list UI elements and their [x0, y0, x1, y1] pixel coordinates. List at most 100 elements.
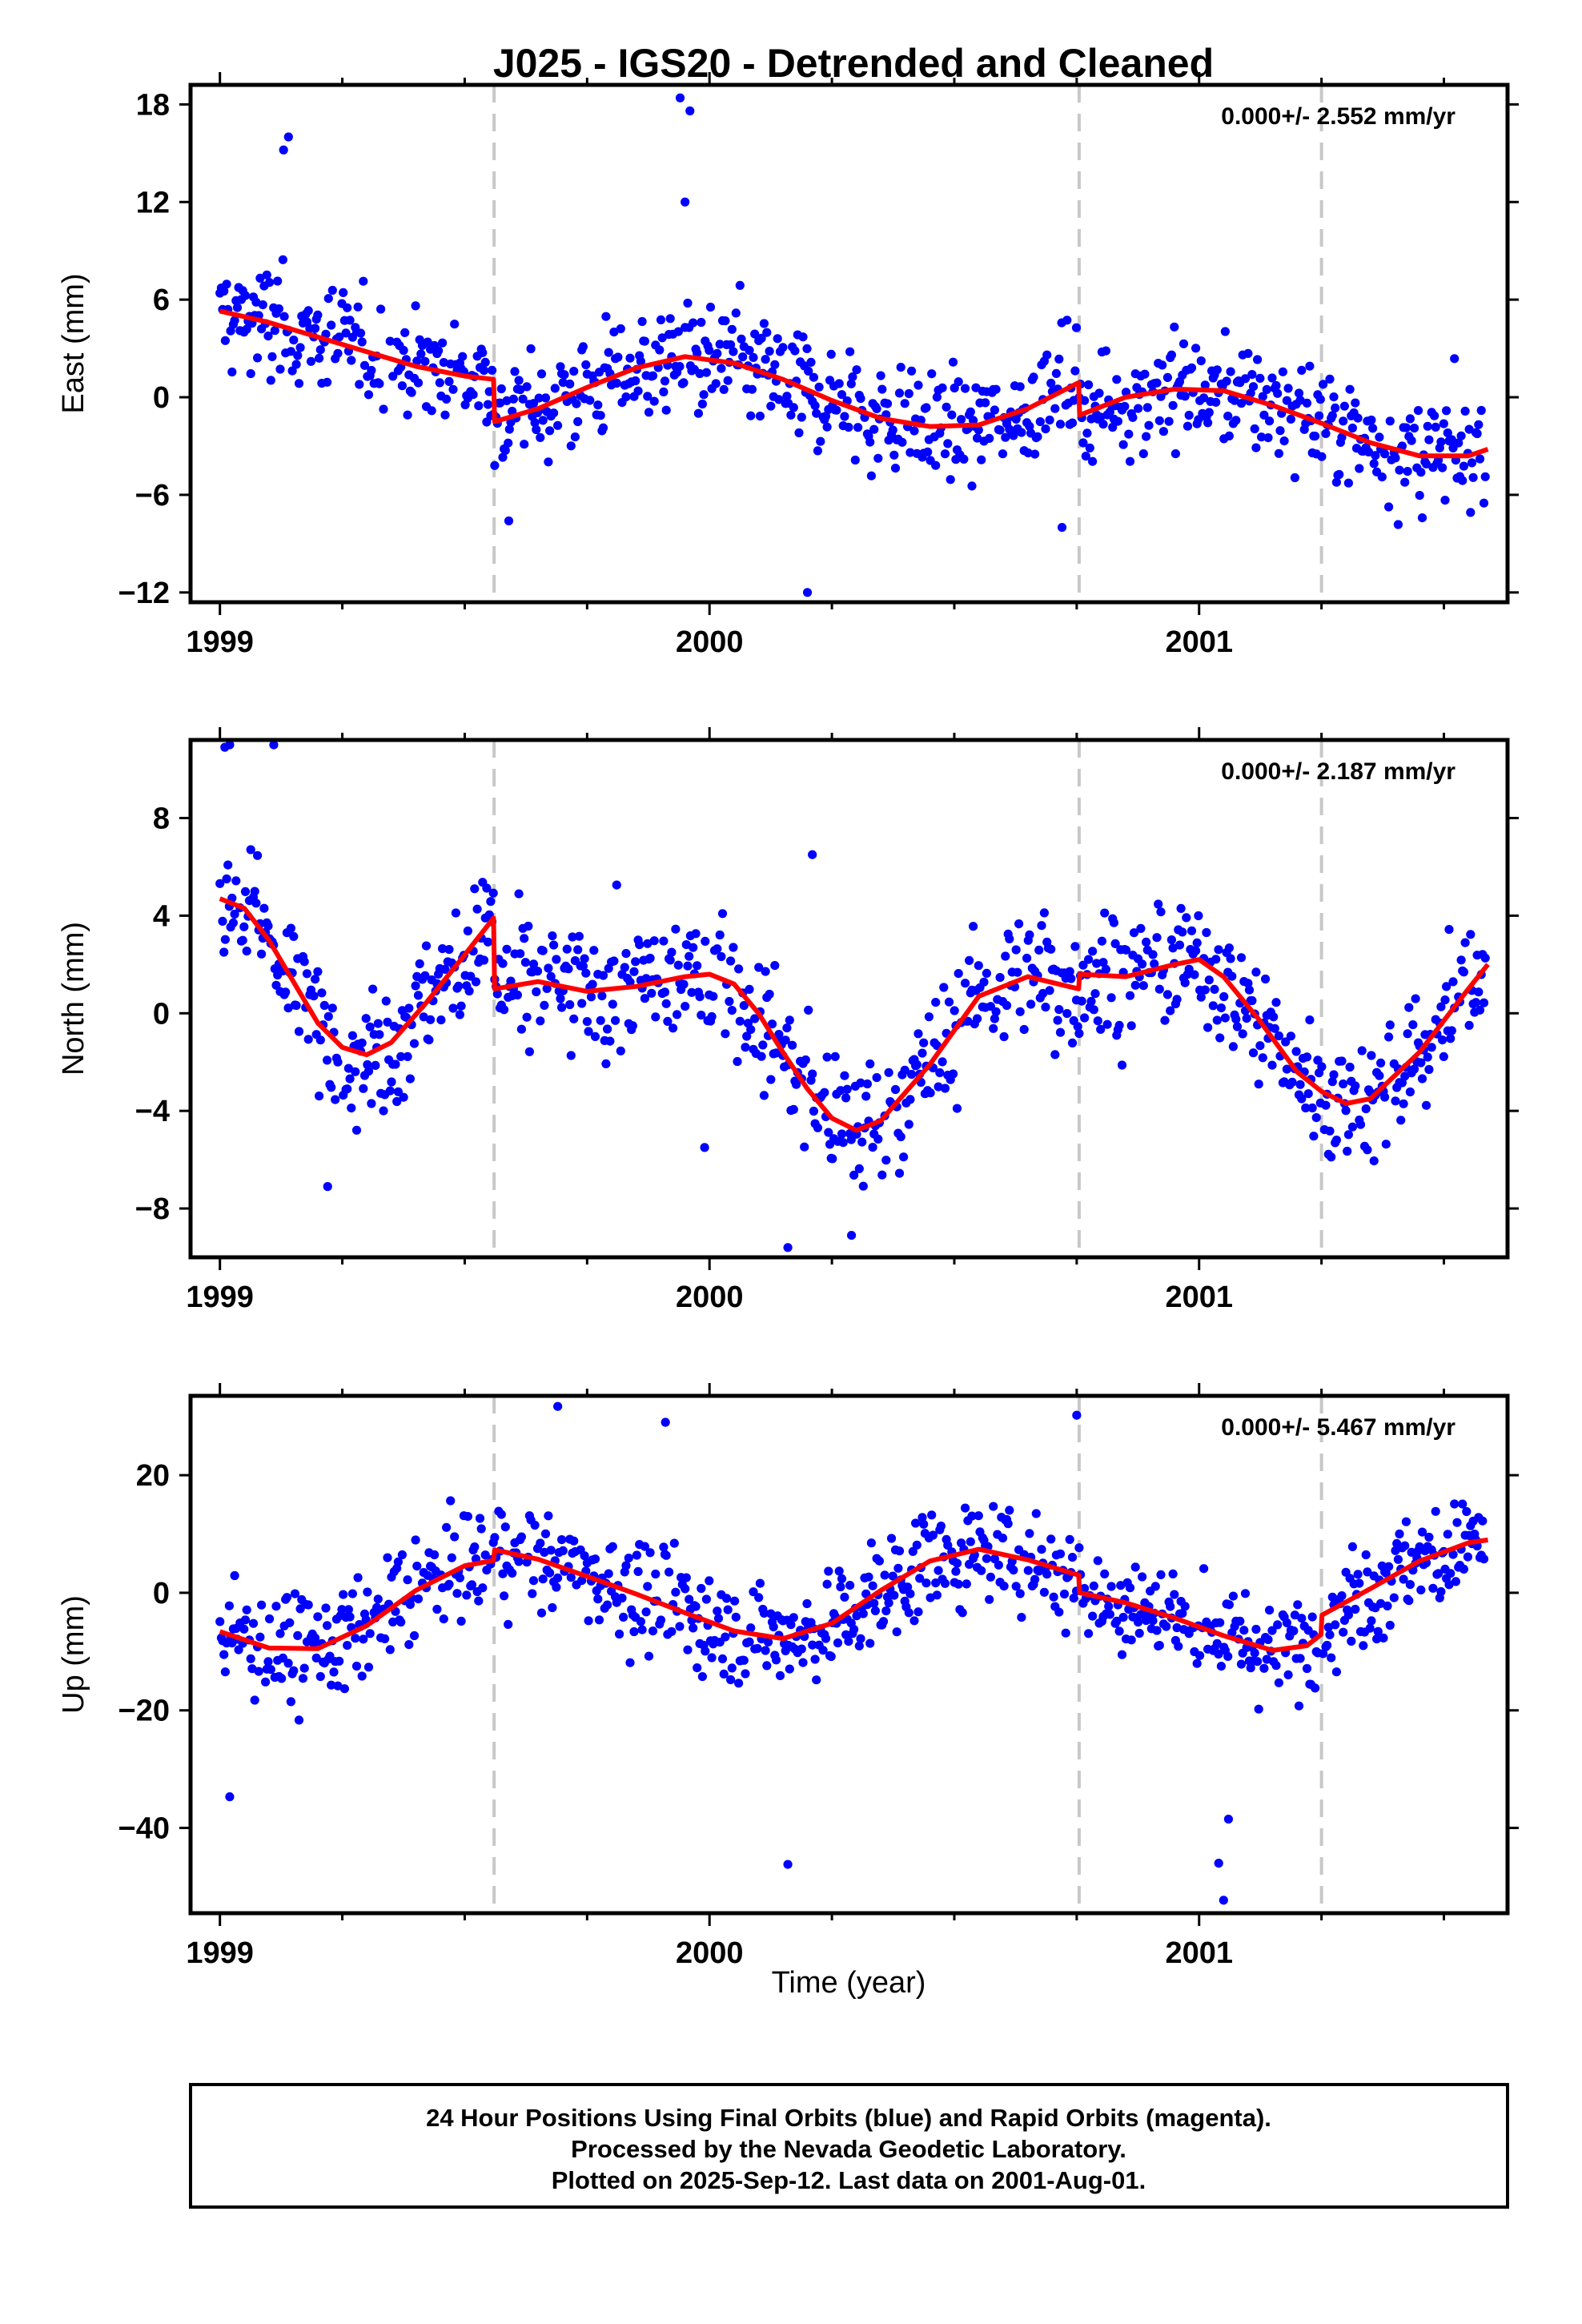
data-point — [584, 1027, 593, 1036]
data-point — [1015, 382, 1025, 392]
data-point — [758, 1040, 768, 1050]
data-point — [1373, 1626, 1383, 1636]
data-point — [940, 1084, 950, 1093]
data-point — [1112, 1616, 1122, 1626]
data-point — [478, 348, 488, 357]
data-point — [1431, 422, 1440, 432]
data-point — [962, 1579, 971, 1589]
data-point — [1327, 1077, 1337, 1087]
data-point — [713, 1614, 724, 1623]
data-point — [946, 475, 955, 485]
data-point — [1282, 396, 1291, 405]
data-point — [1045, 986, 1054, 995]
data-point — [711, 379, 721, 388]
data-point — [385, 1086, 395, 1096]
data-point — [490, 460, 500, 470]
data-point — [1093, 1556, 1102, 1566]
data-point — [549, 408, 559, 418]
data-point — [1203, 418, 1213, 428]
data-point — [612, 378, 621, 388]
data-point — [669, 1538, 679, 1548]
data-point — [1180, 392, 1190, 401]
data-point — [649, 396, 659, 406]
data-point — [311, 975, 320, 984]
data-point — [1475, 454, 1485, 464]
data-point — [1162, 1622, 1171, 1631]
model-curve — [219, 1537, 1488, 1653]
data-point — [870, 1606, 880, 1615]
data-point — [1023, 448, 1033, 458]
data-point — [1228, 1042, 1238, 1051]
data-point — [393, 1557, 403, 1566]
data-point — [1054, 354, 1064, 364]
data-point — [552, 955, 561, 964]
data-point — [1140, 369, 1150, 379]
data-point — [412, 356, 422, 366]
data-point — [1005, 934, 1014, 943]
data-point — [250, 1695, 259, 1705]
data-point — [1446, 1569, 1456, 1578]
data-point — [1192, 1659, 1202, 1668]
data-point — [1351, 398, 1360, 408]
data-point — [1385, 416, 1395, 426]
data-point — [1168, 1569, 1178, 1578]
data-point — [504, 516, 514, 526]
data-point — [966, 407, 975, 416]
data-point — [225, 1792, 235, 1802]
data-point — [291, 360, 301, 369]
data-point — [1456, 955, 1466, 965]
data-point — [343, 1084, 352, 1094]
data-point — [1265, 416, 1275, 426]
data-point — [1235, 1616, 1245, 1626]
data-point — [450, 320, 460, 329]
data-point — [508, 1568, 517, 1578]
data-point — [727, 1663, 737, 1673]
data-point — [840, 1592, 849, 1602]
y-tick-label: −4 — [135, 1095, 170, 1128]
data-point — [637, 316, 647, 327]
data-point — [1466, 508, 1476, 517]
data-point — [884, 1598, 893, 1608]
data-point — [1451, 1577, 1460, 1586]
data-point — [540, 1000, 549, 1010]
data-point — [982, 1554, 991, 1563]
data-point — [1416, 1058, 1426, 1068]
data-point — [1472, 428, 1482, 439]
data-point — [278, 255, 287, 264]
data-point — [643, 392, 652, 401]
data-point — [1347, 1122, 1357, 1132]
data-point — [294, 1027, 304, 1036]
data-point — [705, 1576, 714, 1586]
data-point — [1375, 432, 1384, 442]
data-point — [1343, 1130, 1353, 1140]
data-point — [661, 405, 671, 415]
y-tick-label: 4 — [153, 899, 170, 933]
data-point — [309, 991, 319, 1001]
data-point — [442, 394, 452, 404]
data-point — [633, 1566, 643, 1576]
data-point — [299, 957, 309, 967]
scatter-points — [215, 740, 1490, 1252]
data-point — [1065, 967, 1074, 976]
data-point — [1011, 1582, 1021, 1591]
data-point — [671, 1587, 681, 1597]
data-point — [640, 336, 650, 346]
data-point — [1015, 1007, 1025, 1016]
data-point — [1369, 1156, 1379, 1166]
data-point — [1467, 458, 1477, 468]
data-point — [738, 352, 748, 362]
data-point — [842, 1084, 852, 1094]
data-point — [357, 1671, 367, 1681]
data-point — [876, 371, 885, 380]
data-point — [1321, 428, 1331, 439]
data-point — [868, 1143, 877, 1152]
data-point — [1463, 1552, 1472, 1562]
data-point — [1172, 995, 1182, 1004]
data-point — [327, 1083, 336, 1092]
data-point — [1271, 380, 1281, 391]
data-point — [1385, 1620, 1395, 1630]
data-point — [1357, 1046, 1367, 1055]
data-point — [1224, 1600, 1234, 1610]
data-point — [1384, 1562, 1394, 1571]
data-point — [769, 1622, 778, 1632]
